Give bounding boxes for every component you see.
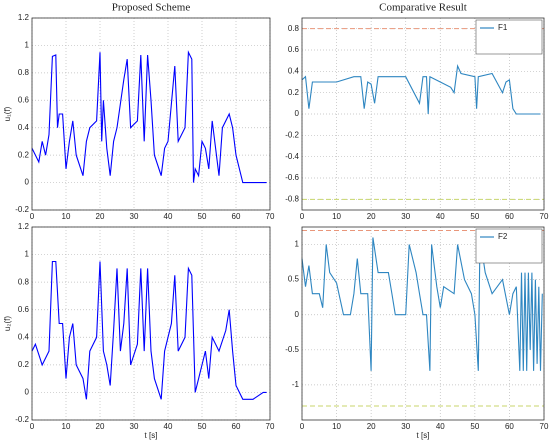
x-tick-label: 0	[300, 422, 305, 431]
y-tick-label: 0	[25, 388, 30, 397]
legend-label: F2	[498, 232, 508, 241]
x-tick-label: 30	[401, 422, 410, 431]
x-tick-label: 50	[198, 212, 207, 221]
x-tick-label: 40	[436, 212, 445, 221]
y-tick-label: 0.6	[288, 45, 300, 54]
plot-area	[32, 227, 270, 420]
x-tick-label: 50	[470, 422, 479, 431]
y-tick-label: -0.6	[285, 173, 299, 182]
x-tick-label: 40	[164, 212, 173, 221]
x-tick-label: 70	[266, 212, 275, 221]
y-tick-label: -0.2	[15, 415, 29, 424]
x-tick-label: 20	[367, 422, 376, 431]
y-tick-label: 1	[25, 250, 30, 259]
x-tick-label: 20	[367, 212, 376, 221]
x-tick-label: 10	[62, 422, 71, 431]
y-tick-label: 0	[295, 310, 300, 319]
y-tick-label: 0.8	[18, 277, 30, 286]
x-tick-label: 70	[266, 422, 275, 431]
x-tick-label: 0	[30, 422, 35, 431]
y-tick-label: 0.4	[18, 123, 30, 132]
x-tick-label: 30	[401, 212, 410, 221]
x-tick-label: 30	[130, 212, 139, 221]
data-line	[301, 64, 541, 115]
y-axis-label: u₁(f)	[3, 106, 12, 121]
plot-frame	[31, 17, 271, 211]
y-tick-label: 0.2	[288, 88, 300, 97]
y-tick-label: 0.2	[18, 360, 30, 369]
y-tick-label: 0.2	[18, 150, 30, 159]
x-tick-label: 70	[540, 422, 549, 431]
x-tick-label: 60	[505, 422, 514, 431]
chart-title: Proposed Scheme	[112, 2, 191, 14]
x-tick-label: 10	[332, 422, 341, 431]
y-tick-label: -0.4	[285, 152, 299, 161]
plot-frame	[31, 226, 271, 421]
x-tick-label: 0	[30, 212, 35, 221]
x-tick-label: 10	[62, 212, 71, 221]
y-tick-label: 1	[295, 240, 300, 249]
y-tick-label: 0.5	[288, 275, 300, 284]
y-tick-label: 0.8	[18, 68, 30, 77]
x-tick-label: 50	[470, 212, 479, 221]
x-tick-label: 40	[436, 422, 445, 431]
chart-title: Comparative Result	[379, 2, 467, 14]
y-tick-label: -0.2	[285, 130, 299, 139]
plot-area	[32, 18, 270, 210]
x-tick-label: 30	[130, 422, 139, 431]
y-tick-label: 0.4	[18, 332, 30, 341]
y-tick-label: 0.6	[18, 95, 30, 104]
y-tick-label: 0.8	[288, 24, 300, 33]
x-tick-label: 20	[96, 422, 105, 431]
x-tick-label: 60	[232, 422, 241, 431]
y-axis-label: u₂(f)	[3, 316, 12, 331]
legend-box	[475, 228, 543, 264]
y-tick-label: -1	[292, 380, 300, 389]
legend-label: F1	[498, 23, 508, 32]
x-tick-label: 70	[540, 212, 549, 221]
legend-box	[475, 19, 543, 55]
data-line	[31, 260, 267, 400]
x-tick-label: 0	[300, 212, 305, 221]
x-axis-label: t [s]	[145, 431, 158, 440]
y-tick-label: 0	[25, 178, 30, 187]
y-tick-label: -0.5	[285, 345, 299, 354]
x-tick-label: 60	[232, 212, 241, 221]
y-tick-label: 0	[295, 109, 300, 118]
y-tick-label: 0.6	[18, 305, 30, 314]
x-tick-label: 40	[164, 422, 173, 431]
y-tick-label: 0.4	[288, 66, 300, 75]
plot-frame	[301, 226, 545, 421]
x-tick-label: 50	[198, 422, 207, 431]
data-line	[301, 237, 543, 371]
y-tick-label: 1.2	[18, 222, 30, 231]
y-tick-label: -0.8	[285, 194, 299, 203]
data-line	[31, 50, 267, 184]
x-axis-label: t [s]	[417, 431, 430, 440]
x-tick-label: 10	[332, 212, 341, 221]
x-tick-label: 60	[505, 212, 514, 221]
y-tick-label: 1.2	[18, 13, 30, 22]
y-tick-label: 1	[25, 41, 30, 50]
y-tick-label: -0.2	[15, 205, 29, 214]
x-tick-label: 20	[96, 212, 105, 221]
plot-frame	[301, 17, 545, 211]
